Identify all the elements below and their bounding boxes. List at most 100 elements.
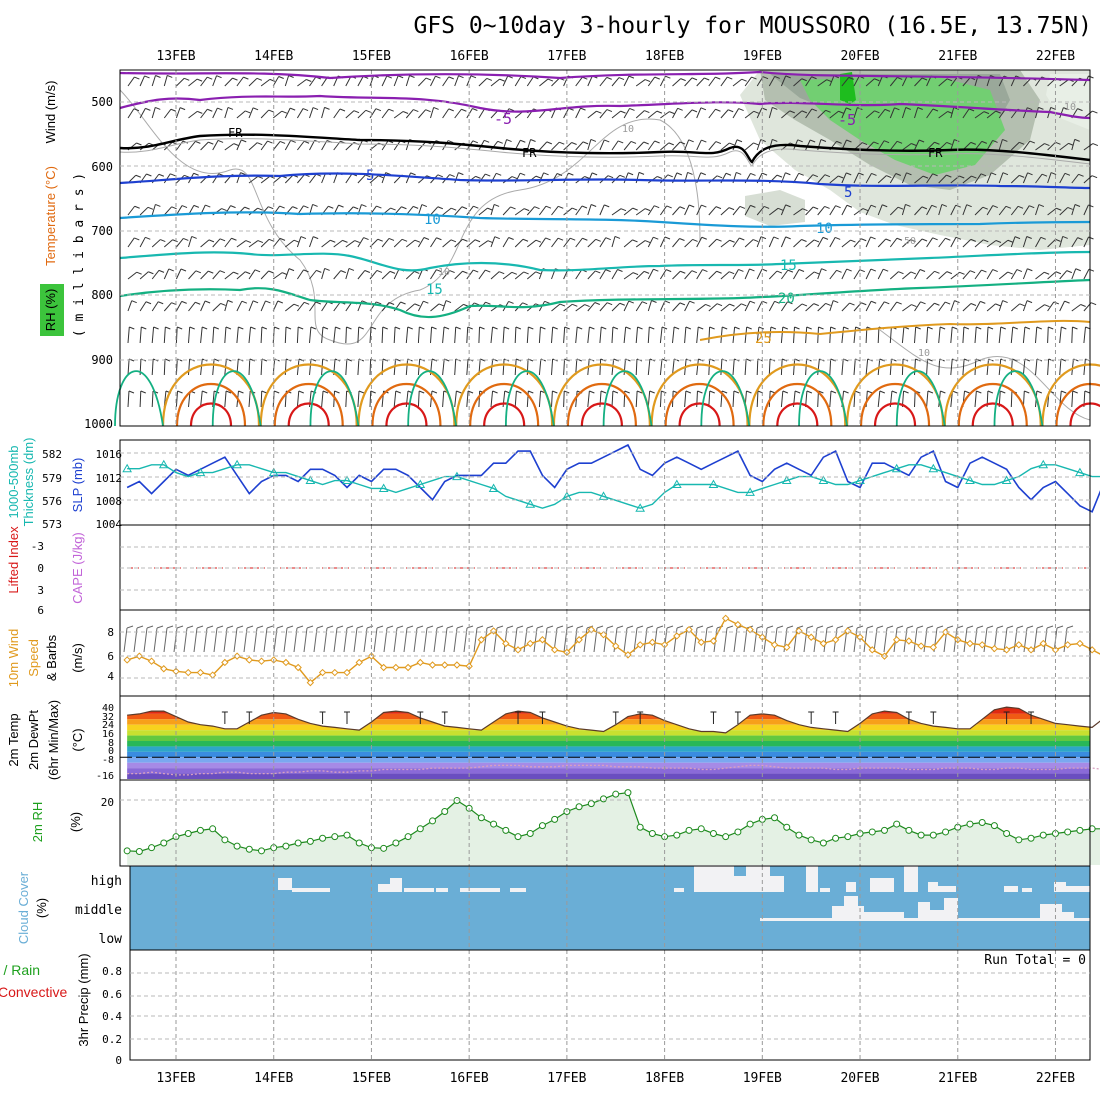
wind-barb: [998, 358, 1002, 376]
wind-barb-flag: [688, 204, 695, 208]
pressure-tick-600: 600: [91, 160, 113, 174]
wind-barb-flag: [980, 173, 987, 177]
wind-barb: [236, 76, 244, 87]
top-date-label: 22FEB: [1036, 49, 1075, 64]
wind-barb-flag: [298, 358, 305, 362]
wind-barb: [442, 239, 452, 248]
precip-tick-0: 0: [115, 1054, 122, 1067]
wind-barb: [962, 358, 965, 376]
wind-barb: [962, 326, 965, 344]
wind-barb-flag: [353, 110, 360, 114]
wind-barb: [950, 390, 953, 408]
wind-barb-flag: [734, 326, 740, 330]
wind-barb-flag: [1050, 172, 1057, 176]
wind-barb-flag: [963, 326, 970, 330]
wind-barb-flag: [981, 140, 988, 144]
rh2m-point: [942, 828, 950, 836]
rh2m-point: [392, 839, 400, 847]
cloud-block: [904, 866, 918, 892]
surface-temp-lobe: [873, 402, 917, 427]
wind-barb: [901, 75, 908, 87]
wind-barb: [296, 108, 304, 119]
wind-barb: [127, 390, 130, 408]
wind-barb-flag: [654, 205, 660, 209]
precip-label-3hr: 3hr Precip (mm): [76, 953, 91, 1046]
wind10m-barb-flag: [996, 625, 1004, 629]
wind10m-point: [404, 663, 412, 672]
wind-barb: [357, 139, 364, 151]
wind-barb-flag: [545, 237, 551, 241]
wind-barb: [817, 109, 826, 119]
wind10m-barb-flag: [866, 625, 874, 629]
wind-barb: [938, 142, 948, 151]
wind-barb: [1010, 269, 1018, 280]
wind-barb: [297, 174, 305, 184]
wind-barb: [780, 236, 787, 248]
wind-barb: [647, 326, 650, 344]
wind-barb-flag: [753, 142, 759, 146]
wind-barb-flag: [244, 271, 251, 275]
rh2m-point: [868, 828, 876, 836]
wind-barb-flag: [348, 267, 355, 271]
wind-barb-flag: [981, 269, 987, 273]
wind-barb-flag: [1074, 204, 1081, 207]
wind-barb: [793, 269, 800, 280]
wind-barb-flag: [945, 237, 951, 241]
wind10m-point: [318, 668, 327, 677]
rh2m-point: [514, 833, 522, 841]
wind-barb-flag: [644, 79, 651, 83]
wind-barb-flag: [197, 110, 203, 114]
wind-barb-flag: [664, 236, 671, 240]
wind-barb-flag: [867, 390, 873, 394]
wind-barb: [696, 269, 703, 280]
wind-barb-flag: [1038, 106, 1044, 110]
wind-barb-flag: [431, 326, 437, 330]
upper-label-temperature: Temperature (°C): [43, 166, 58, 266]
wind-barb: [1071, 326, 1073, 344]
wind-barb: [212, 238, 221, 248]
rh2m-point: [636, 823, 644, 831]
wind-barb-flag: [705, 303, 711, 307]
wind-barb: [224, 390, 227, 408]
cloud-block: [746, 866, 770, 892]
wind-barb: [381, 75, 388, 87]
cloud-block: [460, 888, 500, 892]
wind-barb-flag: [1075, 268, 1081, 272]
wind-barb-flag: [1088, 236, 1094, 240]
wind-barb-flag: [147, 206, 154, 210]
temperature-band: [127, 757, 1090, 763]
wind-barb-flag: [201, 326, 208, 330]
wind-barb: [478, 78, 488, 87]
wind-barb-flag: [472, 108, 478, 111]
wind-barb-flag: [1064, 172, 1071, 176]
rh2m-point: [1015, 836, 1023, 844]
wind-barb-flag: [746, 326, 752, 330]
wind-barb: [587, 204, 592, 216]
wind-barb: [405, 271, 415, 280]
wind-barb-flag: [278, 76, 284, 79]
surface-temp-lobe: [859, 382, 931, 427]
wind-barb-flag: [511, 271, 518, 275]
wind-barb-flag: [571, 142, 577, 145]
wind-barb: [962, 270, 971, 280]
wind-barb: [357, 174, 366, 184]
wind-barb-flag: [217, 107, 223, 111]
wind-barb-flag: [882, 204, 888, 208]
wind-barb: [938, 326, 941, 344]
wind-barb: [188, 301, 196, 312]
rh2m-point: [1003, 830, 1011, 838]
wind-barb: [1035, 304, 1045, 312]
li-tick-3: 3: [37, 584, 44, 597]
wind-barb: [1083, 175, 1093, 184]
rh2m-point: [673, 831, 681, 839]
wind-barb: [974, 390, 977, 408]
wind10m-barb: [143, 627, 148, 653]
temp-contour-5: [119, 172, 1091, 190]
wind-barb-flag: [386, 75, 392, 79]
wind-barb-flag: [1063, 107, 1069, 111]
wind-barb-flag: [213, 326, 219, 330]
wind-barb: [938, 174, 947, 184]
wind-barb: [780, 204, 787, 216]
wind-barb-flag: [506, 139, 512, 143]
wind-barb: [793, 358, 796, 376]
